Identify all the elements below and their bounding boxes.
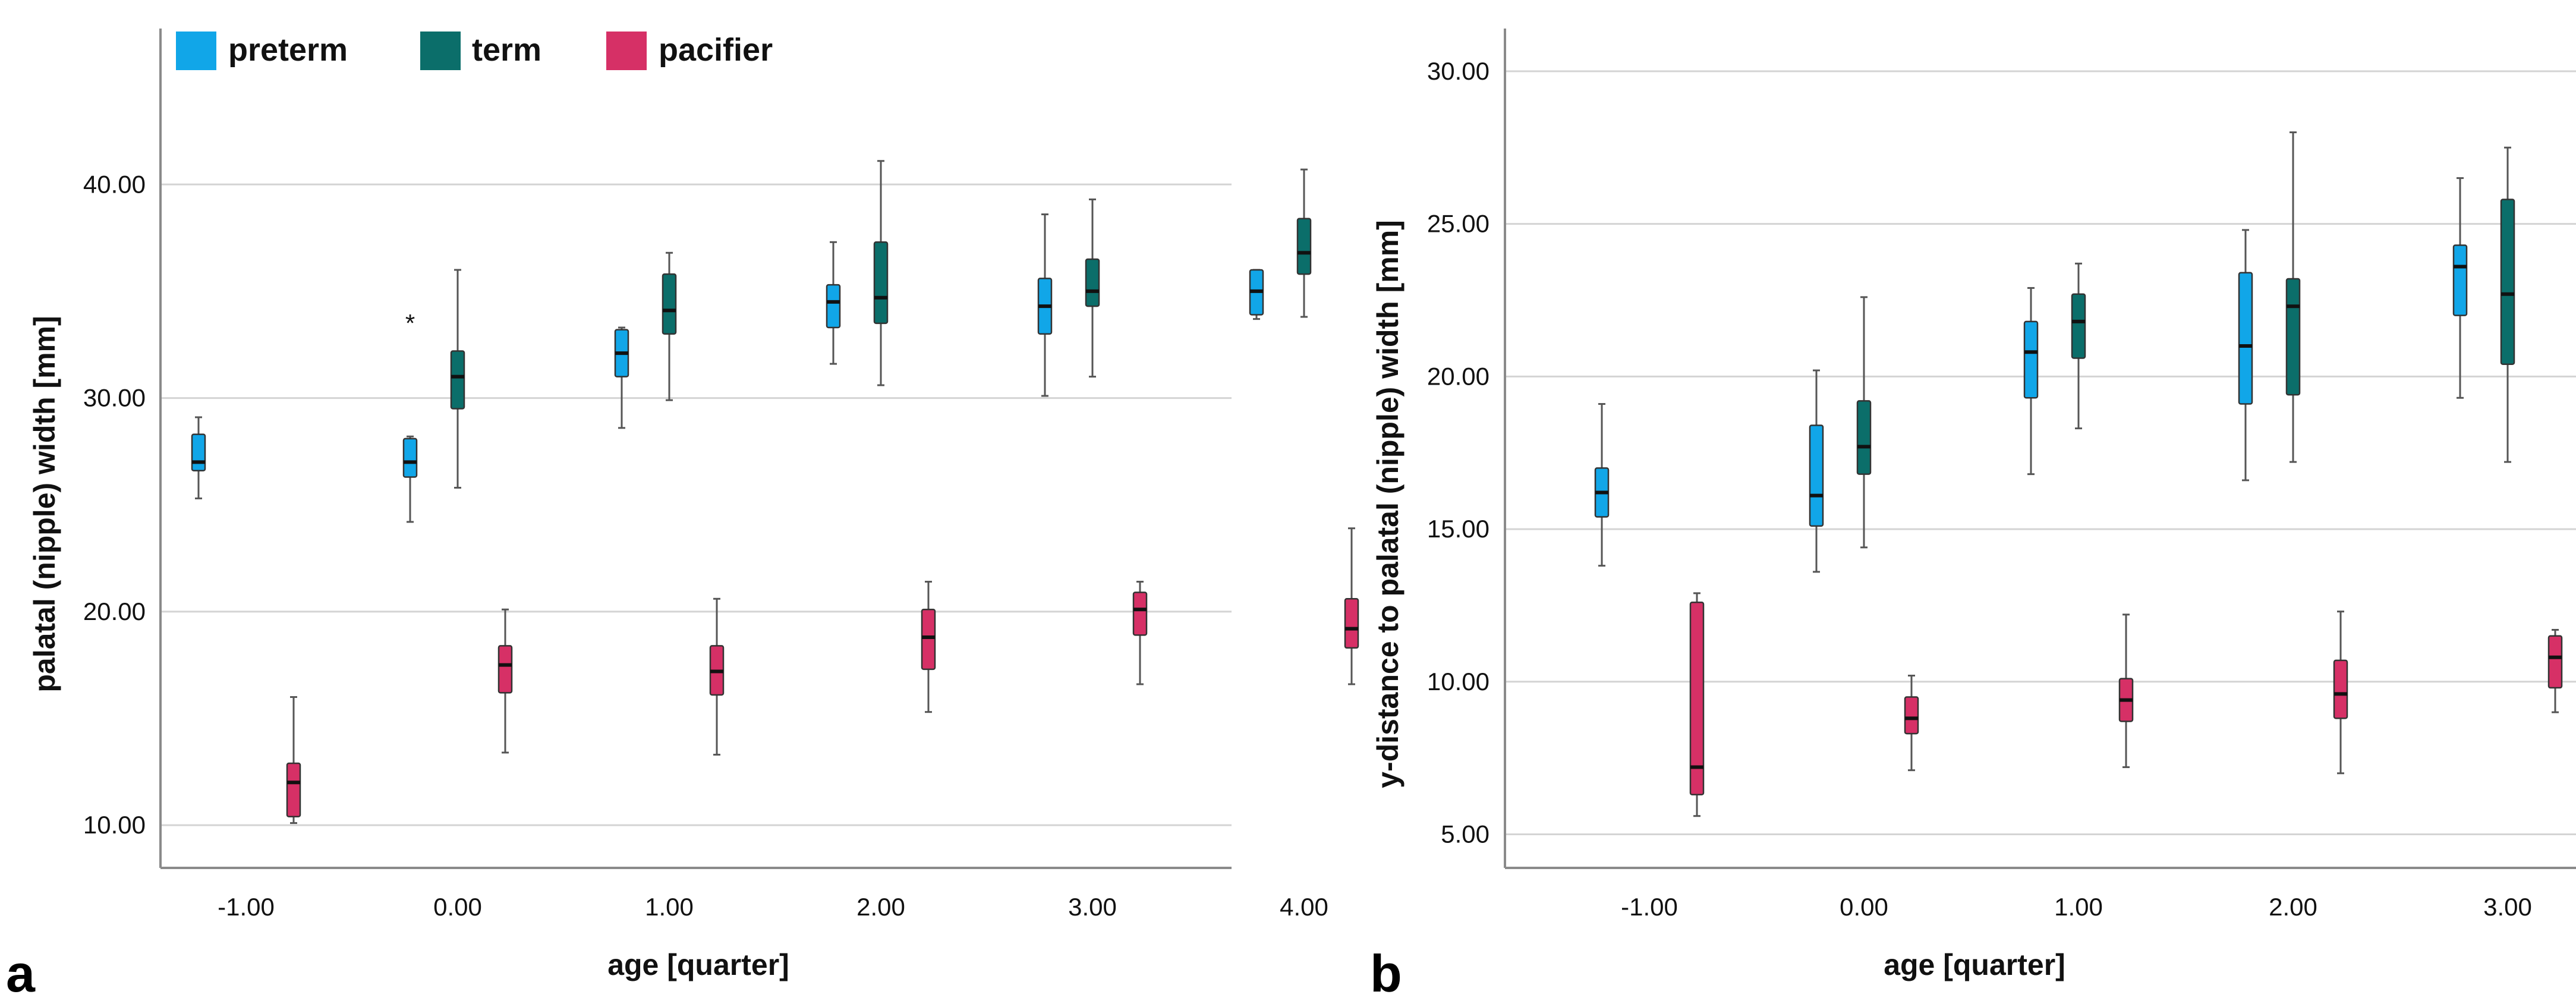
legend-label-term: term bbox=[472, 32, 541, 68]
chart-b-ytick-label: 30.00 bbox=[1427, 57, 1489, 85]
chart-b-box-preterm bbox=[2452, 244, 2468, 316]
chart-b-ytick-label: 10.00 bbox=[1427, 668, 1489, 696]
legend-swatch-preterm bbox=[176, 32, 216, 70]
chart-b-ytick-label: 15.00 bbox=[1427, 515, 1489, 543]
chart-a-box-pacifier bbox=[497, 645, 513, 694]
chart-a-xtick-label: 4.00 bbox=[1280, 893, 1328, 921]
chart-a-ytick-label: 20.00 bbox=[83, 597, 146, 625]
chart-b-box-pacifier bbox=[1689, 602, 1705, 796]
chart-b-xlabel: age [quarter] bbox=[1884, 948, 2065, 981]
chart-a-xtick-label: 3.00 bbox=[1068, 893, 1117, 921]
chart-b-box-preterm bbox=[2238, 272, 2253, 405]
chart-b-ylabel: y-distance to palatal (nipple) width [mm… bbox=[1371, 220, 1404, 788]
legend-label-preterm: preterm bbox=[228, 32, 348, 68]
chart-panel-a: age [quarter] palatal (nipple) width [mm… bbox=[6, 29, 1359, 1003]
chart-a-box-term bbox=[1085, 258, 1100, 307]
panel-label-b: b bbox=[1370, 944, 1402, 1003]
chart-a-xtick-label: -1.00 bbox=[218, 893, 275, 921]
chart-b-box-term bbox=[2500, 199, 2515, 366]
chart-a-xtick-label: 0.00 bbox=[433, 893, 482, 921]
chart-panel-b: age [quarter] y-distance to palatal (nip… bbox=[1370, 29, 2576, 1003]
chart-b-xtick-label: 0.00 bbox=[1840, 893, 1888, 921]
chart-a-xlabel: age [quarter] bbox=[607, 948, 789, 981]
chart-a-box-pacifier bbox=[286, 762, 301, 818]
chart-b-ytick-label: 5.00 bbox=[1441, 820, 1489, 848]
legend-swatch-pacifier bbox=[606, 32, 647, 70]
chart-a-xtick-label: 2.00 bbox=[856, 893, 905, 921]
legend-label-pacifier: pacifier bbox=[659, 32, 773, 68]
chart-a-xtick-label: 1.00 bbox=[645, 893, 694, 921]
legend: preterm term pacifier bbox=[176, 32, 773, 70]
chart-b-ytick-label: 25.00 bbox=[1427, 210, 1489, 238]
chart-a-box-term bbox=[662, 273, 677, 335]
chart-a-ytick-label: 40.00 bbox=[83, 170, 146, 198]
chart-a-box-pacifier bbox=[921, 609, 936, 671]
chart-a-box-preterm bbox=[191, 433, 206, 471]
chart-b-box-pacifier bbox=[2333, 659, 2348, 719]
chart-a-ytick-label: 10.00 bbox=[83, 811, 146, 839]
chart-a-ylabel: palatal (nipple) width [mm] bbox=[28, 316, 61, 692]
chart-b-xtick-label: 3.00 bbox=[2483, 893, 2532, 921]
chart-a-box-term bbox=[873, 241, 889, 325]
chart-a-ytick-label: 30.00 bbox=[83, 384, 146, 412]
chart-b-xtick-label: 2.00 bbox=[2269, 893, 2317, 921]
chart-b-box-preterm bbox=[1809, 424, 1824, 527]
chart-b-xtick-label: 1.00 bbox=[2054, 893, 2103, 921]
chart-b-box-term bbox=[1856, 400, 1872, 475]
chart-b-xtick-label: -1.00 bbox=[1621, 893, 1678, 921]
chart-b-box-pacifier bbox=[2547, 635, 2563, 689]
chart-a-box-term bbox=[1296, 218, 1312, 275]
chart-b-box-term bbox=[2071, 293, 2086, 359]
chart-b-ytick-label: 20.00 bbox=[1427, 362, 1489, 390]
chart-b-box-preterm bbox=[2023, 320, 2039, 399]
legend-swatch-term bbox=[420, 32, 461, 70]
chart-a-box-preterm-outlier: * bbox=[405, 309, 415, 337]
chart-b-box-term bbox=[2285, 278, 2301, 396]
chart-a-box-preterm bbox=[826, 284, 841, 329]
chart-b-box-pacifier bbox=[1904, 696, 1919, 735]
chart-a-box-pacifier bbox=[1132, 591, 1148, 636]
chart-a-box-term bbox=[450, 350, 465, 410]
chart-a-box-preterm bbox=[402, 438, 418, 478]
chart-a-box-pacifier bbox=[1344, 598, 1359, 649]
panel-label-a: a bbox=[6, 944, 36, 1003]
